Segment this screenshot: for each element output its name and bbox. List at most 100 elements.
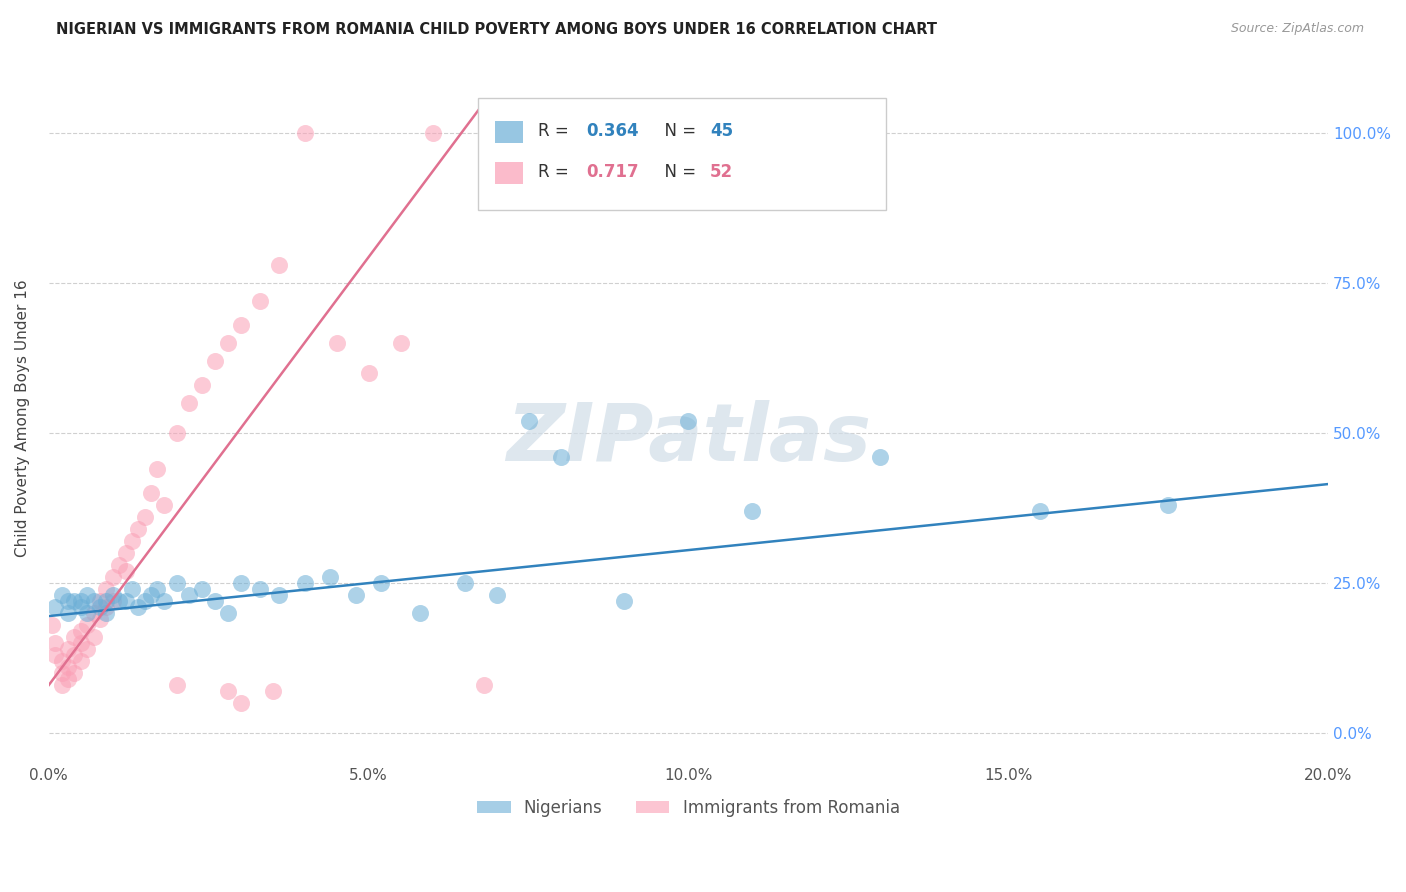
Point (51, 666, 73, 681)
Point (83, 606, 105, 620)
Point (153, 498, 176, 512)
Point (134, 594, 156, 608)
Point (76, 588, 98, 602)
Point (63, 648, 86, 662)
Point (89, 612, 111, 626)
Point (114, 594, 136, 608)
Point (56, 672, 79, 686)
Text: ZIPatlas: ZIPatlas (506, 400, 870, 478)
Point (613, 594, 636, 608)
Point (139, 588, 162, 602)
Point (267, 588, 290, 602)
Point (134, 510, 156, 524)
Point (101, 570, 124, 584)
Point (101, 594, 124, 608)
Point (249, 582, 271, 596)
Point (179, 396, 201, 410)
Point (1029, 504, 1052, 518)
Point (63, 666, 86, 681)
Point (63, 630, 86, 644)
Point (370, 576, 392, 591)
Point (76, 618, 98, 632)
Point (69, 654, 91, 668)
Text: Source: ZipAtlas.com: Source: ZipAtlas.com (1230, 22, 1364, 36)
Point (63, 594, 86, 608)
Point (83, 630, 105, 644)
Point (204, 354, 226, 368)
Text: R =: R = (538, 122, 575, 140)
Point (217, 606, 239, 620)
Point (517, 414, 540, 428)
Point (69, 636, 91, 650)
Point (869, 450, 891, 464)
Point (485, 588, 508, 602)
Point (678, 414, 700, 428)
Y-axis label: Child Poverty Among Boys Under 16: Child Poverty Among Boys Under 16 (15, 279, 30, 557)
Point (146, 462, 169, 476)
Point (44, 648, 66, 662)
Point (550, 450, 572, 464)
Point (1157, 498, 1180, 512)
Point (41, 618, 63, 632)
Point (96, 600, 118, 615)
Point (89, 600, 111, 615)
Text: N =: N = (654, 163, 702, 181)
Point (262, 684, 284, 698)
Point (69, 600, 91, 615)
Point (249, 293, 271, 308)
Point (89, 594, 111, 608)
Point (56, 642, 79, 657)
Point (294, 576, 316, 591)
Text: N =: N = (654, 122, 702, 140)
Point (217, 336, 239, 351)
Point (389, 336, 412, 351)
Point (69, 594, 91, 608)
Point (453, 576, 475, 591)
Point (56, 660, 79, 674)
Point (325, 336, 347, 351)
Point (191, 378, 214, 392)
Point (139, 486, 162, 500)
Text: R =: R = (538, 163, 575, 181)
Point (409, 606, 432, 620)
Point (229, 318, 252, 332)
Point (422, 126, 444, 140)
Point (166, 576, 188, 591)
Point (229, 576, 252, 591)
Point (472, 678, 495, 692)
Text: 45: 45 (710, 122, 733, 140)
Point (76, 606, 98, 620)
Point (319, 570, 342, 584)
Point (101, 588, 124, 602)
Point (121, 534, 143, 549)
Point (344, 588, 367, 602)
Point (179, 588, 201, 602)
Point (83, 594, 105, 608)
Point (146, 582, 169, 596)
Text: NIGERIAN VS IMMIGRANTS FROM ROMANIA CHILD POVERTY AMONG BOYS UNDER 16 CORRELATIO: NIGERIAN VS IMMIGRANTS FROM ROMANIA CHIL… (56, 22, 938, 37)
Point (51, 654, 73, 668)
Point (357, 366, 380, 380)
Point (191, 582, 214, 596)
Point (96, 606, 118, 620)
Legend: Nigerians, Immigrants from Romania: Nigerians, Immigrants from Romania (471, 792, 907, 824)
Point (69, 624, 91, 639)
Point (56, 594, 79, 608)
Point (114, 546, 136, 560)
Point (294, 126, 316, 140)
Point (51, 588, 73, 602)
Point (166, 425, 188, 440)
Point (741, 504, 763, 518)
Point (127, 522, 149, 536)
Point (121, 582, 143, 596)
Point (96, 594, 118, 608)
Point (44, 636, 66, 650)
Point (108, 594, 131, 608)
Point (76, 642, 98, 657)
Point (108, 558, 131, 573)
Point (114, 564, 136, 578)
Point (229, 696, 252, 710)
Text: 0.717: 0.717 (586, 163, 638, 181)
Point (96, 582, 118, 596)
Point (166, 678, 188, 692)
